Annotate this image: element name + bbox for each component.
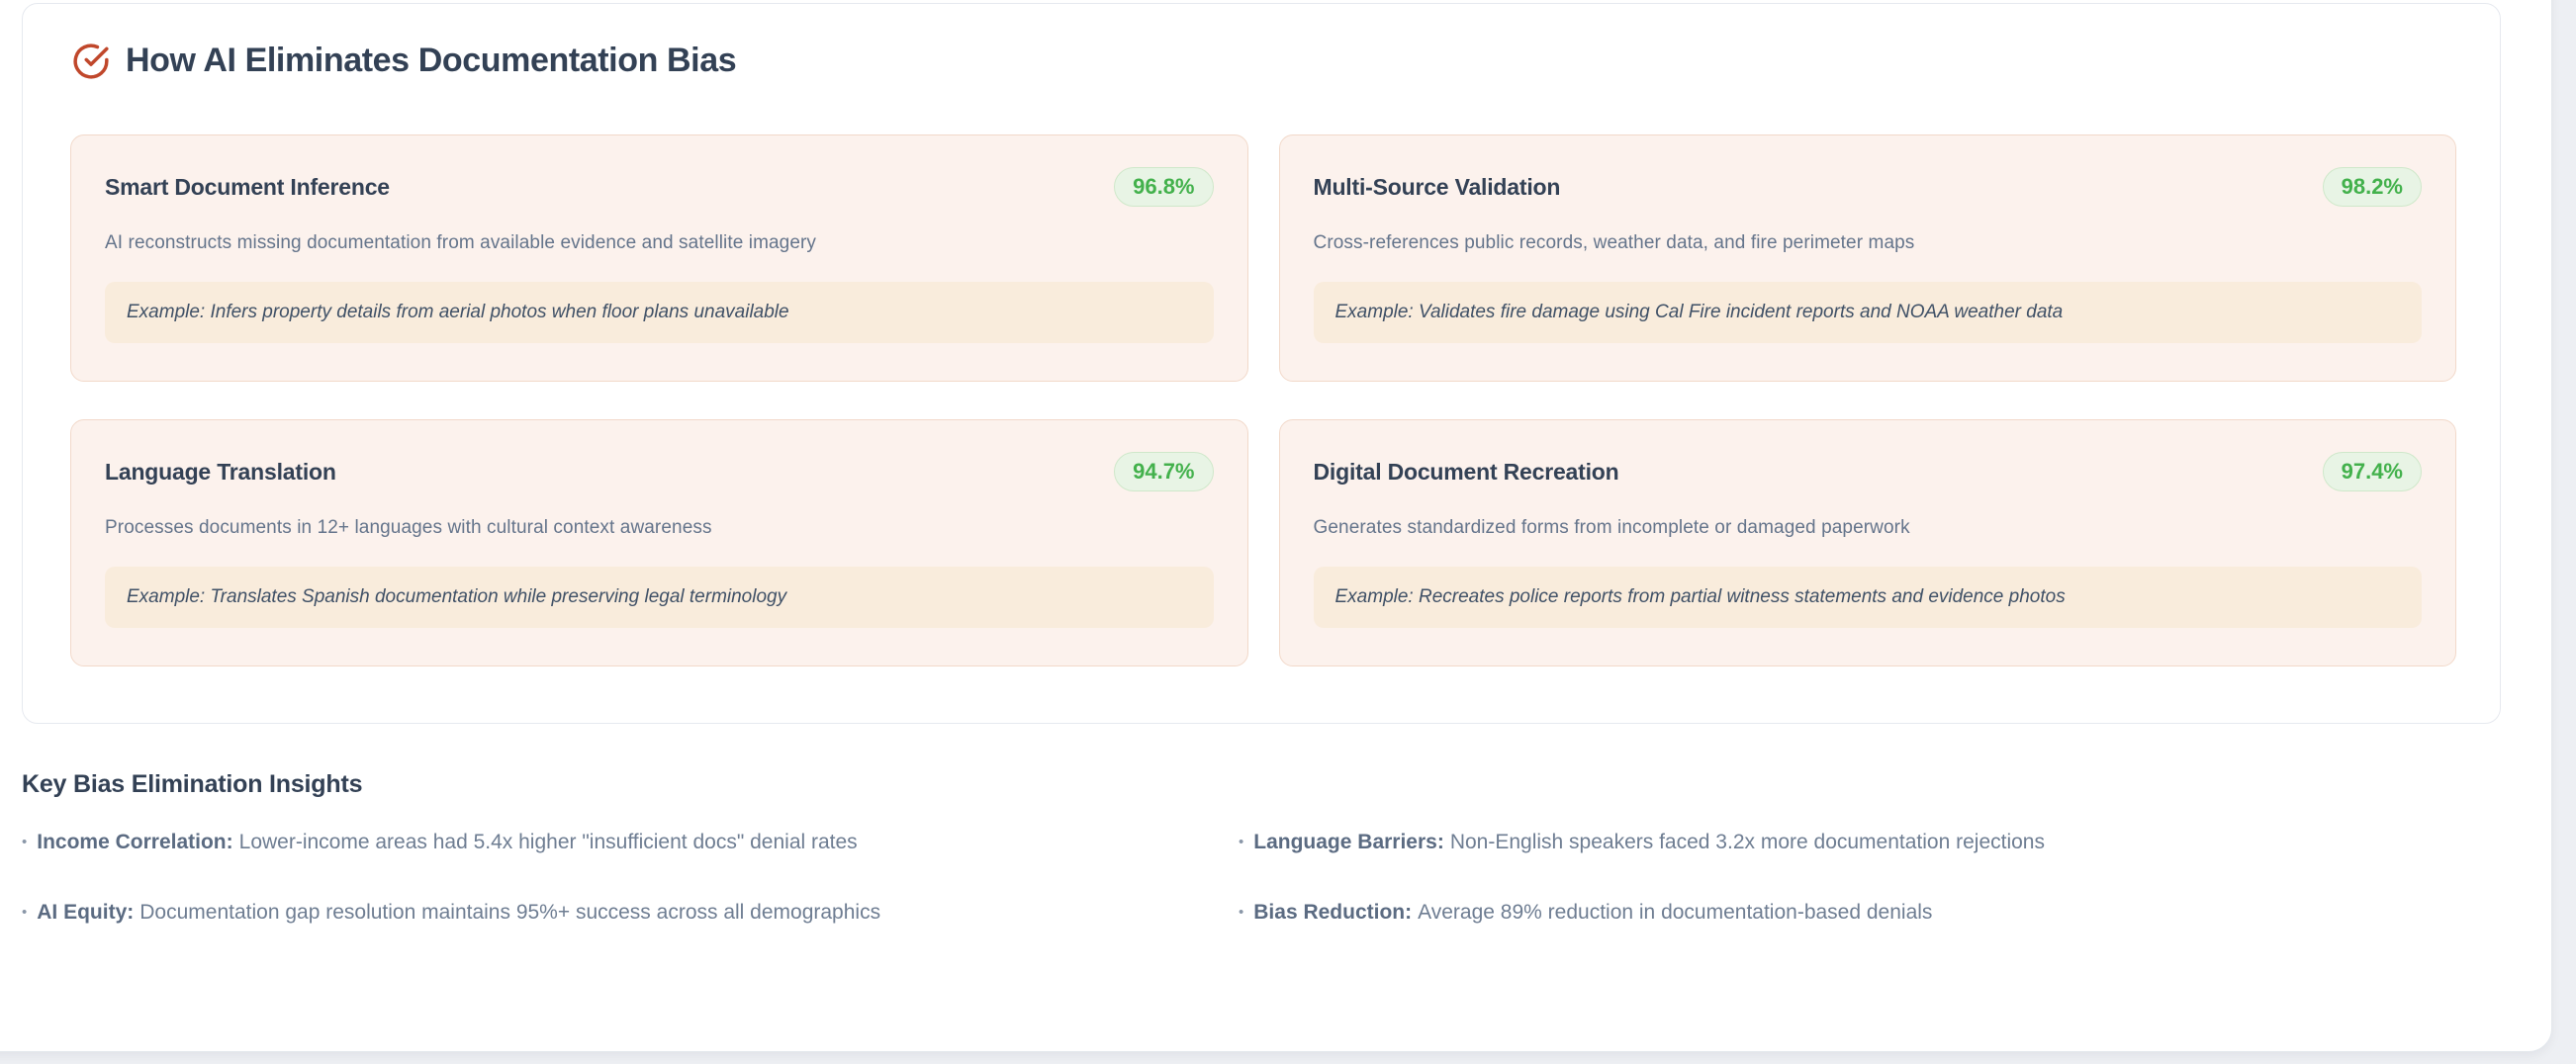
insights-heading: Key Bias Elimination Insights bbox=[22, 770, 363, 798]
bullet-dot: • bbox=[1239, 904, 1244, 922]
feature-card: Smart Document Inference 96.8% AI recons… bbox=[70, 134, 1248, 382]
check-circle-icon bbox=[72, 43, 110, 80]
feature-description: Generates standardized forms from incomp… bbox=[1313, 517, 1910, 539]
bullet-dot: • bbox=[1239, 834, 1244, 851]
feature-description: Processes documents in 12+ languages wit… bbox=[105, 517, 712, 539]
feature-cards-grid: Smart Document Inference 96.8% AI recons… bbox=[70, 134, 2456, 666]
feature-card: Multi-Source Validation 98.2% Cross-refe… bbox=[1278, 134, 2456, 382]
insight-text: Lower-income areas had 5.4x higher "insu… bbox=[238, 831, 858, 853]
insight-text: Average 89% reduction in documentation-b… bbox=[1418, 901, 1933, 925]
example-box: Example: Translates Spanish documentatio… bbox=[105, 567, 1214, 629]
accuracy-badge: 94.7% bbox=[1114, 452, 1214, 492]
bullet-dot: • bbox=[22, 904, 28, 922]
example-text: Example: Infers property details from ae… bbox=[127, 302, 789, 323]
example-box: Example: Validates fire damage using Cal… bbox=[1313, 282, 2422, 344]
example-box: Example: Recreates police reports from p… bbox=[1313, 567, 2422, 629]
feature-card-header: Language Translation 94.7% bbox=[105, 452, 1214, 492]
feature-card-header: Smart Document Inference 96.8% bbox=[105, 167, 1214, 208]
feature-card: Digital Document Recreation 97.4% Genera… bbox=[1278, 419, 2456, 666]
insight-item: • Income Correlation: Lower-income areas h… bbox=[22, 830, 1239, 855]
feature-title: Multi-Source Validation bbox=[1313, 173, 1561, 200]
insights-grid: • Income Correlation: Lower-income areas h… bbox=[22, 830, 2465, 927]
ai-bias-panel: How AI Eliminates Documentation Bias Sma… bbox=[22, 3, 2501, 724]
feature-title: Language Translation bbox=[105, 458, 336, 485]
panel-title: How AI Eliminates Documentation Bias bbox=[126, 42, 737, 79]
example-box: Example: Infers property details from ae… bbox=[105, 282, 1214, 344]
accuracy-badge: 96.8% bbox=[1114, 167, 1214, 208]
feature-title: Smart Document Inference bbox=[105, 173, 390, 200]
bullet-dot: • bbox=[22, 834, 28, 851]
insight-label: AI Equity: bbox=[37, 901, 135, 925]
insight-item: • AI Equity: Documentation gap resolution … bbox=[22, 900, 1239, 926]
insight-label: Language Barriers: bbox=[1253, 831, 1444, 853]
insight-item: • Bias Reduction: Average 89% reduction in… bbox=[1239, 900, 2465, 926]
panel-title-row: How AI Eliminates Documentation Bias bbox=[72, 42, 737, 80]
feature-card: Language Translation 94.7% Processes doc… bbox=[70, 419, 1248, 666]
accuracy-badge: 98.2% bbox=[2322, 167, 2422, 208]
accuracy-badge: 97.4% bbox=[2322, 452, 2422, 492]
example-text: Example: Translates Spanish documentatio… bbox=[127, 586, 787, 608]
insight-label: Bias Reduction: bbox=[1253, 901, 1413, 925]
insight-text: Documentation gap resolution maintains 9… bbox=[139, 901, 881, 925]
insight-item: • Language Barriers: Non-English speakers … bbox=[1239, 830, 2465, 855]
example-text: Example: Validates fire damage using Cal… bbox=[1334, 302, 2064, 323]
insight-text: Non-English speakers faced 3.2x more doc… bbox=[1449, 831, 2045, 853]
feature-card-header: Multi-Source Validation 98.2% bbox=[1313, 167, 2422, 208]
insights-section: Key Bias Elimination Insights • Income Co… bbox=[22, 770, 2465, 927]
example-text: Example: Recreates police reports from p… bbox=[1334, 586, 2066, 608]
content-card: How AI Eliminates Documentation Bias Sma… bbox=[0, 0, 2552, 1052]
insight-label: Income Correlation: bbox=[37, 831, 233, 853]
feature-description: AI reconstructs missing documentation fr… bbox=[105, 232, 817, 254]
feature-card-header: Digital Document Recreation 97.4% bbox=[1313, 452, 2422, 492]
feature-title: Digital Document Recreation bbox=[1313, 458, 1619, 485]
feature-description: Cross-references public records, weather… bbox=[1313, 232, 1915, 254]
